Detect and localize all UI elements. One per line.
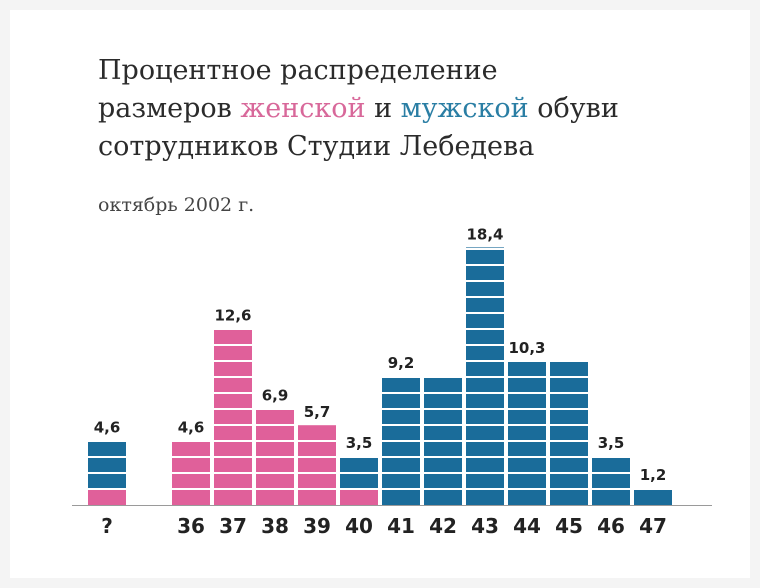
x-tick-label-?: ? — [101, 514, 113, 538]
bar-men-46 — [592, 456, 630, 505]
x-tick-label-36: 36 — [177, 514, 205, 538]
x-tick-label-37: 37 — [219, 514, 247, 538]
data-label-41: 9,2 — [388, 354, 415, 372]
chart-title: Процентное распределение размеров женско… — [98, 52, 619, 166]
bar-women-39 — [298, 425, 336, 505]
bar-men-44 — [508, 360, 546, 505]
x-tick-label-47: 47 — [639, 514, 667, 538]
bar-women-? — [88, 488, 126, 505]
x-tick-label-44: 44 — [513, 514, 541, 538]
title-line-2-prefix: размеров — [98, 93, 241, 124]
title-line-3: сотрудников Студии Лебедева — [98, 131, 535, 162]
bar-women-37 — [214, 328, 252, 505]
title-women-word: женской — [240, 93, 366, 124]
x-tick-label-41: 41 — [387, 514, 415, 538]
chart-card: Процентное распределение размеров женско… — [10, 10, 750, 578]
data-label-37: 12,6 — [214, 307, 251, 325]
data-label-46: 3,5 — [598, 434, 625, 452]
x-tick-label-46: 46 — [597, 514, 625, 538]
title-line-2-mid: и — [365, 93, 401, 124]
data-label-39: 5,7 — [304, 403, 331, 421]
x-tick-label-45: 45 — [555, 514, 583, 538]
bar-men-47 — [634, 488, 672, 505]
title-line-1: Процентное распределение — [98, 55, 498, 86]
data-label-40: 3,5 — [346, 434, 373, 452]
bar-women-40 — [340, 488, 378, 505]
data-label-?: 4,6 — [94, 419, 121, 437]
data-label-36: 4,6 — [178, 419, 205, 437]
x-tick-label-43: 43 — [471, 514, 499, 538]
title-line-2: размеров женской и мужской обуви — [98, 90, 619, 128]
bar-men-45 — [550, 360, 588, 505]
bar-men-? — [88, 440, 126, 489]
x-tick-label-39: 39 — [303, 514, 331, 538]
data-label-44: 10,3 — [508, 339, 545, 357]
title-men-word: мужской — [400, 93, 529, 124]
x-tick-label-40: 40 — [345, 514, 373, 538]
data-label-47: 1,2 — [640, 466, 667, 484]
x-tick-label-42: 42 — [429, 514, 457, 538]
data-label-38: 6,9 — [262, 386, 289, 404]
x-tick-label-38: 38 — [261, 514, 289, 538]
title-line-2-suffix: обуви — [528, 93, 619, 124]
chart-subtitle: октябрь 2002 г. — [98, 194, 255, 216]
data-label-43: 18,4 — [466, 225, 503, 243]
